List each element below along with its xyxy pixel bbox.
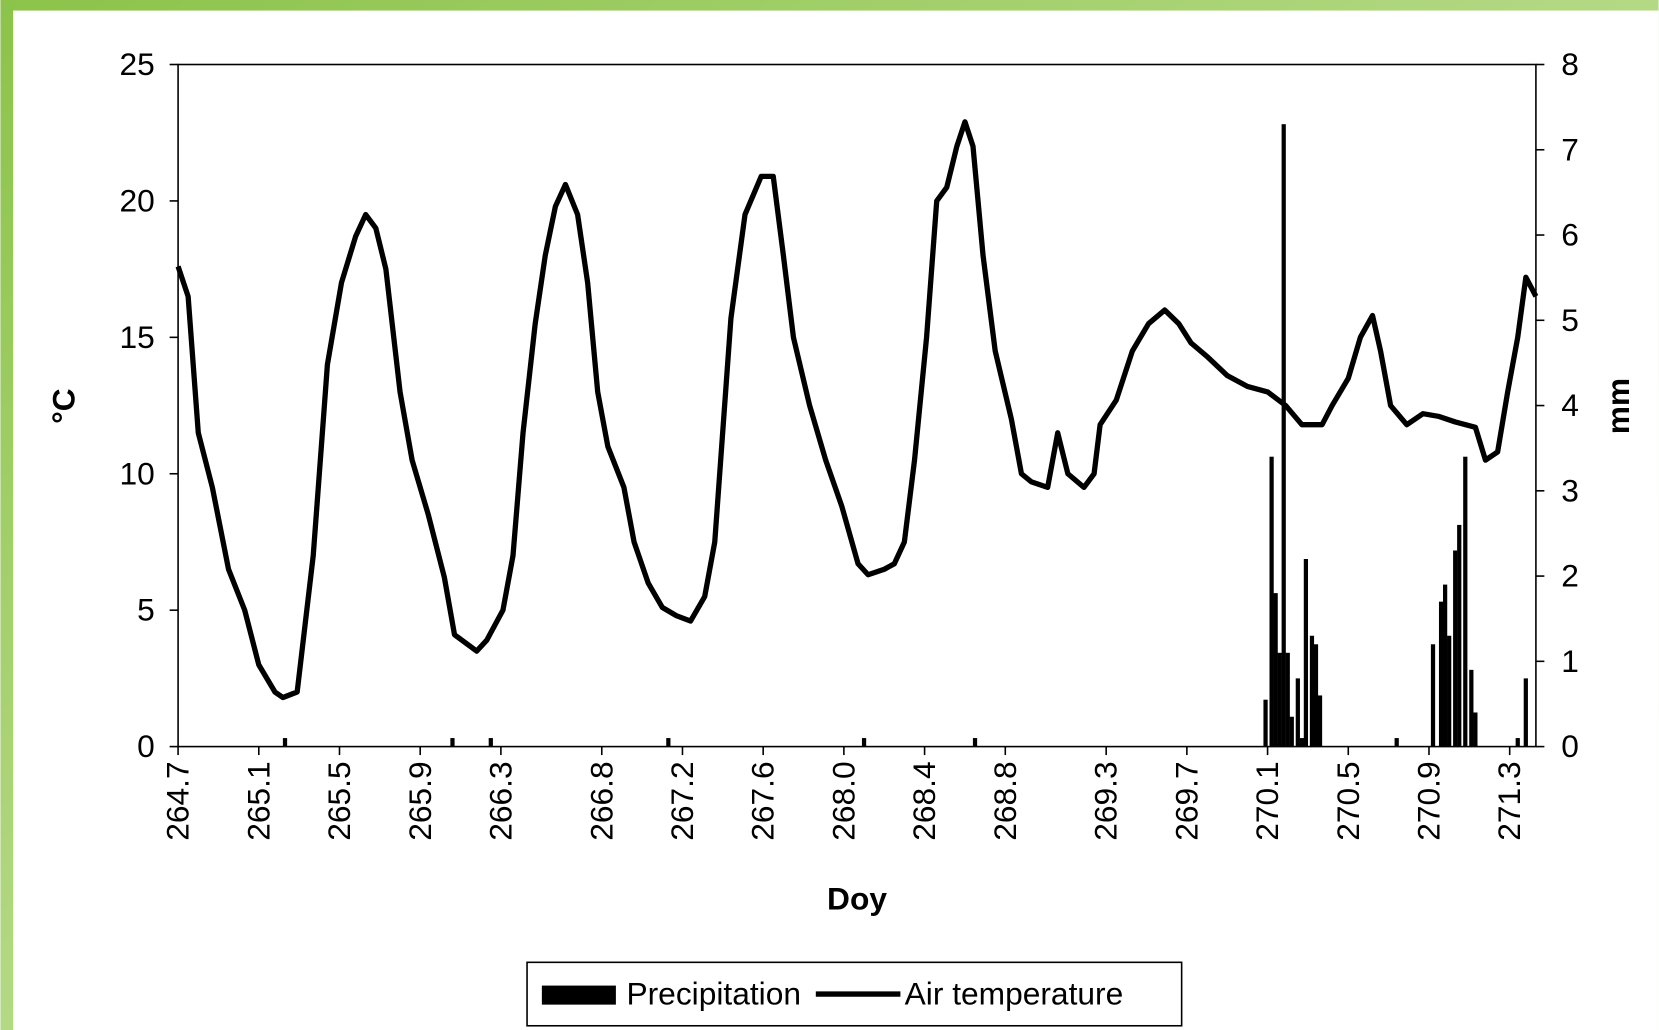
- bar: [1273, 593, 1278, 747]
- legend-swatch: [541, 985, 616, 1005]
- bar: [1463, 456, 1468, 747]
- x-tick-label: 266.3: [482, 761, 518, 840]
- x-tick-label: 271.3: [1491, 761, 1527, 840]
- x-tick-label: 264.7: [160, 761, 196, 840]
- y2-tick-label: 4: [1561, 387, 1579, 423]
- line: [175, 119, 1539, 701]
- x-tick-label: 268.4: [906, 761, 942, 840]
- bar: [1313, 644, 1319, 747]
- bar: [1281, 124, 1286, 747]
- bar: [1447, 635, 1452, 747]
- y2-tick-label: 8: [1561, 46, 1579, 82]
- y2-tick-label: 3: [1561, 472, 1579, 508]
- y-tick-label: 15: [120, 319, 155, 355]
- x-tick-label: 268.0: [825, 761, 861, 840]
- x-tick-label: 270.5: [1330, 761, 1366, 840]
- x-tick-label: 265.5: [321, 761, 357, 840]
- x-tick-label: 267.2: [664, 761, 700, 840]
- x-tick-label: 265.1: [240, 761, 276, 840]
- bar: [1277, 652, 1282, 747]
- bar: [1394, 738, 1399, 747]
- bar: [1515, 738, 1520, 747]
- bar: [1473, 712, 1478, 747]
- bar: [1430, 644, 1436, 747]
- y2-tick-label: 7: [1561, 131, 1579, 167]
- y2-tick-label: 5: [1561, 302, 1579, 338]
- x-tick-label: 267.6: [745, 761, 781, 840]
- bar: [1443, 584, 1448, 747]
- bar: [1469, 669, 1474, 747]
- legend-label: Air temperature: [905, 976, 1124, 1012]
- y-tick-label: 10: [120, 455, 155, 491]
- y-tick-label: 25: [120, 46, 155, 82]
- y-axis-title: °C: [45, 388, 81, 424]
- y-tick-label: 5: [137, 592, 155, 628]
- y2-axis-title: mm: [1600, 378, 1636, 434]
- bar: [1457, 524, 1462, 747]
- bar: [1285, 652, 1290, 747]
- bar: [282, 738, 288, 747]
- bar: [1299, 738, 1304, 747]
- x-tick-label: 270.1: [1249, 761, 1285, 840]
- y-tick-label: 0: [137, 728, 155, 764]
- x-tick-label: 270.9: [1411, 761, 1447, 840]
- bar: [1289, 716, 1294, 747]
- bar: [1453, 550, 1458, 747]
- y2-tick-label: 2: [1561, 558, 1579, 594]
- bar: [450, 738, 455, 747]
- panel: [13, 10, 1659, 1030]
- y2-tick-label: 1: [1561, 643, 1579, 679]
- bar: [1269, 456, 1274, 747]
- bar: [1263, 699, 1268, 747]
- y2-tick-label: 6: [1561, 217, 1579, 253]
- x-tick-label: 269.3: [1088, 761, 1124, 840]
- bar: [1295, 678, 1300, 747]
- legend-label: Precipitation: [626, 976, 801, 1012]
- x-tick-label: 268.8: [987, 761, 1023, 840]
- bar: [972, 738, 978, 747]
- bar: [1317, 695, 1323, 747]
- x-tick-label: 265.9: [402, 761, 438, 840]
- bar: [1438, 601, 1444, 747]
- y-tick-label: 20: [120, 182, 155, 218]
- x-tick-label: 266.8: [583, 761, 619, 840]
- bar: [488, 738, 493, 747]
- x-axis-title: Doy: [827, 880, 887, 916]
- bar: [861, 738, 867, 747]
- bar: [1523, 678, 1528, 747]
- bar: [666, 738, 671, 747]
- y2-tick-label: 0: [1561, 728, 1579, 764]
- bar: [1309, 635, 1315, 747]
- bar: [1303, 559, 1309, 747]
- x-tick-label: 269.7: [1168, 761, 1204, 840]
